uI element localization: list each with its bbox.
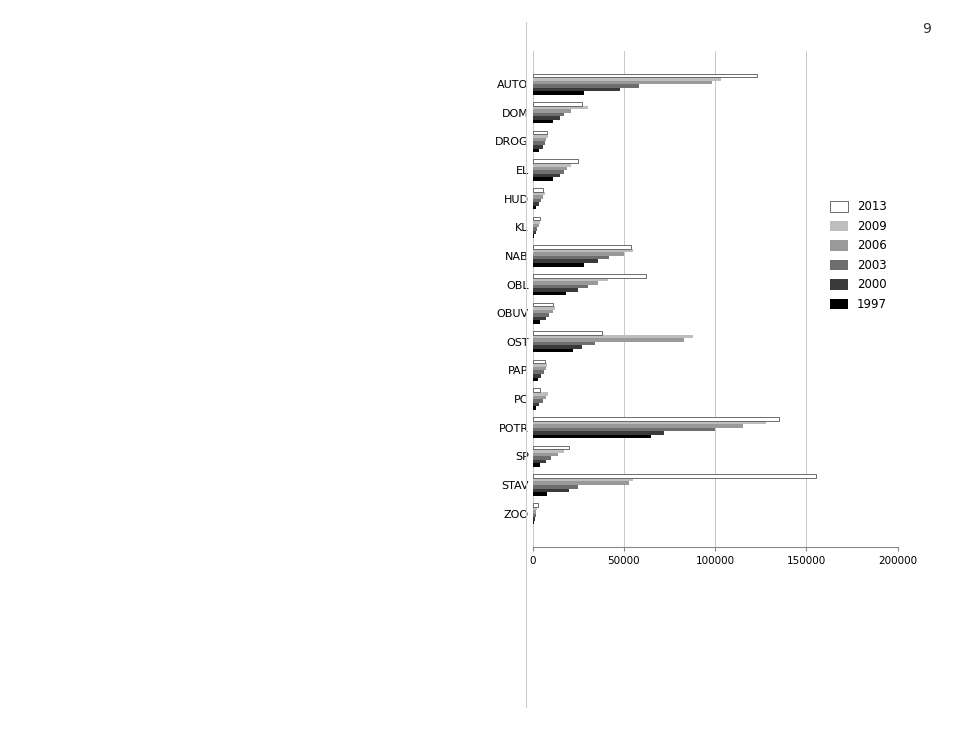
Bar — [533, 475, 815, 478]
Bar — [533, 256, 610, 260]
Bar — [533, 417, 780, 421]
Bar — [533, 389, 540, 392]
Bar — [533, 246, 632, 249]
Bar — [533, 402, 540, 406]
Bar — [533, 274, 646, 278]
Bar — [533, 456, 551, 460]
Bar — [533, 288, 578, 292]
Bar — [533, 192, 544, 195]
Bar — [533, 521, 535, 524]
Bar — [533, 503, 539, 507]
Bar — [533, 278, 608, 281]
Bar — [533, 109, 571, 113]
Bar — [533, 434, 651, 438]
Bar — [533, 399, 542, 402]
Bar — [533, 81, 711, 84]
Bar — [533, 195, 542, 199]
Bar — [533, 166, 567, 170]
Bar — [533, 235, 535, 238]
Bar — [533, 177, 553, 181]
Bar — [533, 113, 564, 117]
Bar — [533, 206, 536, 209]
Bar — [533, 517, 535, 521]
Bar — [533, 306, 555, 310]
Bar — [533, 199, 541, 202]
Bar — [533, 84, 638, 87]
Bar — [533, 464, 540, 467]
Bar — [533, 488, 569, 492]
Bar — [533, 360, 544, 363]
Bar — [533, 74, 757, 77]
Bar — [533, 370, 543, 374]
Bar — [533, 202, 540, 206]
Bar — [533, 392, 548, 396]
Bar — [533, 492, 547, 496]
Bar — [533, 453, 559, 456]
Bar — [533, 87, 620, 91]
Bar — [533, 224, 540, 227]
Bar — [533, 227, 538, 231]
Bar — [533, 428, 715, 432]
Bar — [533, 160, 578, 163]
Bar — [533, 231, 536, 235]
Bar — [533, 406, 536, 410]
Bar — [533, 507, 538, 510]
Bar — [533, 374, 541, 378]
Text: 9: 9 — [923, 22, 931, 36]
Bar — [533, 188, 542, 192]
Legend: 2013, 2009, 2006, 2003, 2000, 1997: 2013, 2009, 2006, 2003, 2000, 1997 — [825, 195, 892, 316]
Bar — [533, 220, 540, 224]
Bar — [533, 163, 571, 166]
Bar — [533, 117, 561, 120]
Bar — [533, 149, 540, 152]
Bar — [533, 514, 536, 517]
Bar — [533, 102, 582, 106]
Bar — [533, 217, 540, 220]
Bar — [533, 367, 545, 370]
Bar — [533, 424, 743, 428]
Bar — [533, 316, 545, 320]
Bar — [533, 134, 548, 138]
Bar — [533, 252, 624, 256]
Bar — [533, 396, 546, 399]
Bar — [533, 363, 547, 367]
Bar — [533, 310, 553, 313]
Bar — [533, 478, 634, 481]
Bar — [533, 141, 544, 145]
Bar — [533, 77, 721, 81]
Bar — [533, 174, 561, 177]
Bar — [533, 249, 634, 252]
Bar — [533, 120, 553, 123]
Bar — [533, 284, 588, 288]
Bar — [533, 481, 630, 485]
Bar — [533, 445, 569, 449]
Bar — [533, 106, 588, 109]
Bar — [533, 346, 582, 349]
Bar — [533, 449, 564, 453]
Bar — [533, 292, 565, 295]
Bar — [533, 331, 602, 335]
Bar — [533, 485, 578, 488]
Bar — [533, 170, 564, 174]
Bar — [533, 145, 542, 149]
Bar — [533, 349, 573, 352]
Bar — [533, 460, 545, 464]
Bar — [533, 320, 540, 324]
Bar — [533, 281, 598, 284]
Bar — [533, 91, 584, 95]
Bar — [533, 263, 584, 267]
Bar — [533, 138, 546, 141]
Bar — [533, 313, 549, 316]
Bar — [533, 421, 766, 424]
Bar — [533, 260, 598, 263]
Bar — [533, 432, 664, 434]
Bar — [533, 510, 537, 514]
Bar — [533, 303, 553, 306]
Bar — [533, 338, 684, 342]
Bar — [533, 378, 539, 381]
Bar — [533, 342, 595, 346]
Bar — [533, 130, 547, 134]
Bar — [533, 335, 693, 338]
